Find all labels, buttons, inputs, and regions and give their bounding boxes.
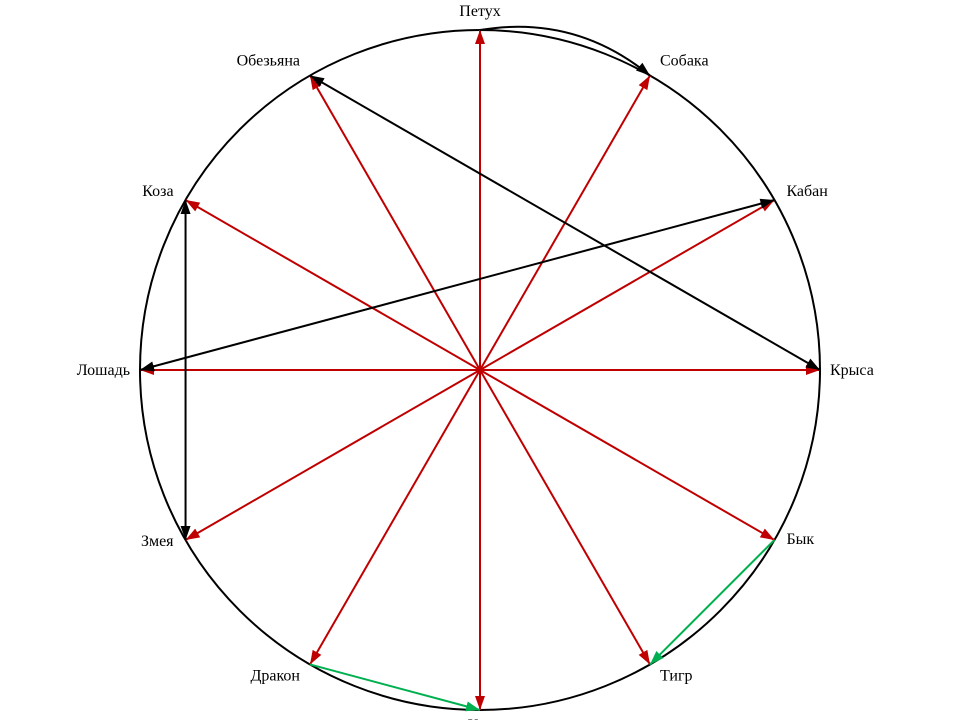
label-kaban: Кабан bbox=[786, 183, 828, 200]
label-sobaka: Собака bbox=[660, 53, 709, 70]
arrowhead-sobaka-drakon bbox=[310, 650, 321, 665]
edge-drakon-kot bbox=[310, 664, 480, 710]
arrowhead-petukh-sobaka bbox=[636, 63, 650, 76]
label-loshad: Лошадь bbox=[77, 362, 130, 379]
label-byk: Бык bbox=[786, 531, 814, 548]
edges-layer bbox=[140, 27, 820, 711]
label-petukh: Петух bbox=[459, 3, 500, 20]
arrowhead-obezyana-tigr bbox=[639, 650, 650, 665]
arrowhead-kaban-loshad bbox=[140, 362, 155, 372]
arrowhead-kot-petukh bbox=[475, 30, 485, 44]
edge-byk-tigr bbox=[650, 540, 774, 664]
zodiac-relations-diagram: ПетухСобакаКабанКрысаБыкТигрКотДраконЗме… bbox=[0, 0, 960, 720]
label-obezyana: Обезьяна bbox=[237, 53, 300, 70]
arrowhead-koza-byk bbox=[760, 529, 775, 540]
edge-loshad-kaban bbox=[140, 200, 774, 370]
label-koza: Коза bbox=[142, 183, 173, 200]
label-krysa: Крыса bbox=[830, 362, 874, 379]
label-tigr: Тигр bbox=[660, 667, 693, 684]
label-drakon: Дракон bbox=[250, 667, 300, 684]
arrowhead-drakon-sobaka bbox=[639, 76, 650, 91]
edge-obezyana-krysa bbox=[310, 76, 820, 370]
label-zmeya: Змея bbox=[141, 533, 174, 550]
edge-petukh-sobaka bbox=[480, 27, 650, 76]
